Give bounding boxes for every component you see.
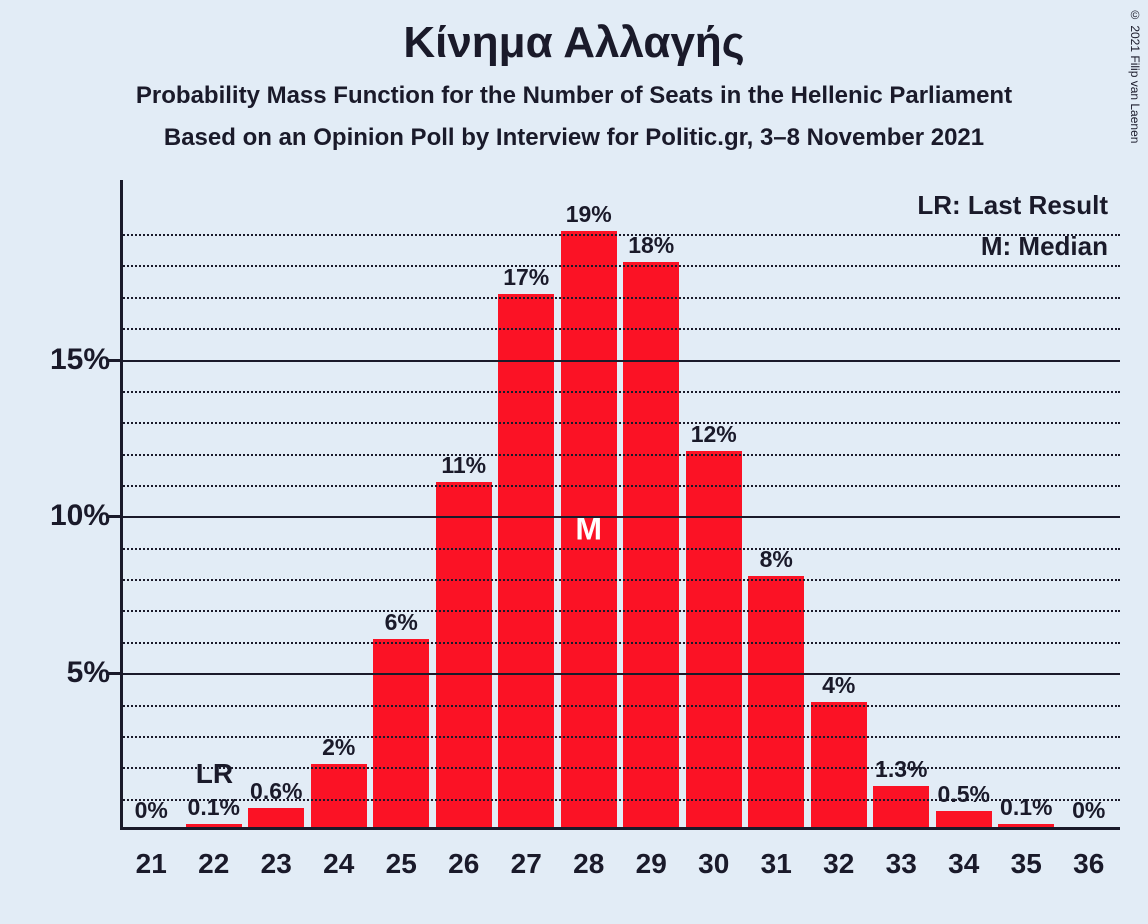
chart-title: Κίνημα Αλλαγής xyxy=(0,0,1148,68)
bar: 8% xyxy=(748,576,804,827)
x-axis-label: 23 xyxy=(261,848,292,880)
chart-subtitle-2: Based on an Opinion Poll by Interview fo… xyxy=(0,124,1148,152)
gridline-minor xyxy=(120,391,1120,393)
x-axis-label: 33 xyxy=(886,848,917,880)
gridline-minor xyxy=(120,265,1120,267)
bar-value-label: 0% xyxy=(1061,797,1117,824)
x-axis-label: 21 xyxy=(136,848,167,880)
bar: 4% xyxy=(811,702,867,827)
bar: 12% xyxy=(686,451,742,827)
gridline-minor xyxy=(120,642,1120,644)
lr-marker: LR xyxy=(196,758,233,790)
y-axis-label: 15% xyxy=(50,343,110,377)
bar-value-label: 18% xyxy=(623,232,679,259)
bar-value-label: 4% xyxy=(811,672,867,699)
bar: 11% xyxy=(436,482,492,827)
gridline-minor xyxy=(120,485,1120,487)
bar-value-label: 8% xyxy=(748,546,804,573)
bar: 18% xyxy=(623,262,679,827)
gridline-minor xyxy=(120,328,1120,330)
gridline-minor xyxy=(120,422,1120,424)
gridline-minor xyxy=(120,705,1120,707)
gridline-major xyxy=(120,360,1120,362)
pmf-bar-chart: 0%0.1%0.6%2%6%11%17%19%M18%12%8%4%1.3%0.… xyxy=(120,180,1120,830)
gridline-minor xyxy=(120,297,1120,299)
gridline-minor xyxy=(120,548,1120,550)
bar-value-label: 2% xyxy=(311,734,367,761)
gridline-minor xyxy=(120,736,1120,738)
gridline-minor xyxy=(120,579,1120,581)
bar: 0.5% xyxy=(936,811,992,827)
bar-value-label: 0.5% xyxy=(936,781,992,808)
x-axis-label: 25 xyxy=(386,848,417,880)
x-axis-label: 27 xyxy=(511,848,542,880)
x-axis-label: 34 xyxy=(948,848,979,880)
x-axis xyxy=(120,827,1120,830)
bar: 0.1% xyxy=(186,824,242,827)
x-axis-label: 24 xyxy=(323,848,354,880)
bar-value-label: 19% xyxy=(561,201,617,228)
bar-value-label: 1.3% xyxy=(873,756,929,783)
bar-value-label: 0.6% xyxy=(248,778,304,805)
x-axis-label: 29 xyxy=(636,848,667,880)
x-axis-label: 36 xyxy=(1073,848,1104,880)
copyright-text: © 2021 Filip van Laenen xyxy=(1128,8,1142,143)
bar-value-label: 12% xyxy=(686,421,742,448)
gridline-major xyxy=(120,516,1120,518)
bar: 17% xyxy=(498,294,554,827)
x-axis-label: 26 xyxy=(448,848,479,880)
gridline-minor xyxy=(120,610,1120,612)
y-axis-label: 10% xyxy=(50,499,110,533)
bar-value-label: 6% xyxy=(373,609,429,636)
bar: 1.3% xyxy=(873,786,929,827)
bar: 0.1% xyxy=(998,824,1054,827)
bars-container: 0%0.1%0.6%2%6%11%17%19%M18%12%8%4%1.3%0.… xyxy=(120,180,1120,827)
x-axis-label: 35 xyxy=(1011,848,1042,880)
x-axis-label: 30 xyxy=(698,848,729,880)
gridline-minor xyxy=(120,454,1120,456)
bar-value-label: 17% xyxy=(498,264,554,291)
bar: 0.6% xyxy=(248,808,304,827)
chart-subtitle-1: Probability Mass Function for the Number… xyxy=(0,82,1148,110)
x-axis-label: 28 xyxy=(573,848,604,880)
x-axis-label: 32 xyxy=(823,848,854,880)
gridline-major xyxy=(120,673,1120,675)
bar-value-label: 0% xyxy=(123,797,179,824)
x-axis-label: 31 xyxy=(761,848,792,880)
gridline-minor xyxy=(120,767,1120,769)
bar-value-label: 11% xyxy=(436,452,492,479)
bar: 2% xyxy=(311,764,367,827)
x-axis-label: 22 xyxy=(198,848,229,880)
gridline-minor xyxy=(120,234,1120,236)
gridline-minor xyxy=(120,799,1120,801)
y-axis-label: 5% xyxy=(67,656,110,690)
